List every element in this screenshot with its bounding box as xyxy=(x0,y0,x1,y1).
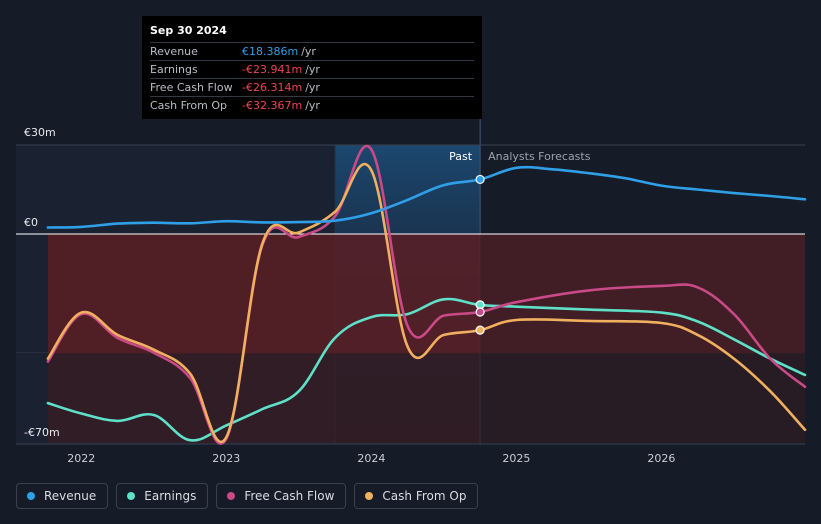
tooltip-value: €18.386m xyxy=(242,45,299,58)
tooltip-unit: /yr xyxy=(305,99,320,112)
tooltip-label: Earnings xyxy=(150,63,198,76)
tooltip-label: Cash From Op xyxy=(150,99,228,112)
legend-item-free-cash-flow[interactable]: Free Cash Flow xyxy=(216,483,347,509)
forecast-tint xyxy=(480,234,805,443)
tooltip-value: -€23.941m xyxy=(242,63,303,76)
legend-item-earnings[interactable]: Earnings xyxy=(116,483,209,509)
tooltip-label: Free Cash Flow xyxy=(150,81,233,94)
y-axis-label-bottom: -€70m xyxy=(24,426,60,439)
negative-area-lower xyxy=(47,352,806,443)
past-label: Past xyxy=(449,150,473,163)
legend-dot-icon xyxy=(127,492,136,500)
tooltip-unit: /yr xyxy=(301,45,316,58)
tooltip-row-free-cash-flow: Free Cash Flow -€26.314m /yr xyxy=(150,78,474,96)
tooltip-label: Revenue xyxy=(150,45,198,58)
y-axis-label-top: €30m xyxy=(24,126,56,139)
marker-revenue xyxy=(475,174,485,185)
legend: Revenue Earnings Free Cash Flow Cash Fro… xyxy=(16,483,479,509)
tooltip-row-revenue: Revenue €18.386m /yr xyxy=(150,42,474,60)
legend-label: Revenue xyxy=(44,489,97,503)
y-axis-label-zero: €0 xyxy=(24,216,38,229)
x-tick-label: 2025 xyxy=(502,452,530,465)
series-line-revenue xyxy=(46,165,807,229)
tooltip: Sep 30 2024 Revenue €18.386m /yr Earning… xyxy=(142,16,482,119)
legend-dot-icon xyxy=(27,492,35,500)
tooltip-row-earnings: Earnings -€23.941m /yr xyxy=(150,60,474,78)
legend-label: Cash From Op xyxy=(382,489,467,503)
legend-dot-icon xyxy=(365,492,374,500)
marker-cash-from-op xyxy=(475,325,485,335)
tooltip-unit: /yr xyxy=(305,63,320,76)
legend-item-revenue[interactable]: Revenue xyxy=(16,483,109,509)
marker-free-cash-flow xyxy=(475,307,485,317)
tooltip-row-cash-from-op: Cash From Op -€32.367m /yr xyxy=(150,96,474,114)
forecast-label: Analysts Forecasts xyxy=(488,150,591,163)
tooltip-value: -€26.314m xyxy=(242,81,303,94)
x-tick-label: 2022 xyxy=(67,452,95,465)
tooltip-unit: /yr xyxy=(305,81,320,94)
tooltip-value: -€32.367m xyxy=(242,99,303,112)
legend-dot-icon xyxy=(227,492,236,500)
legend-item-cash-from-op[interactable]: Cash From Op xyxy=(354,483,479,509)
series-line-cash-from-op xyxy=(46,162,807,443)
series-line-earnings xyxy=(46,297,807,442)
series-line-free-cash-flow xyxy=(46,144,807,445)
x-tick-label: 2026 xyxy=(647,452,675,465)
legend-label: Earnings xyxy=(144,489,197,503)
x-tick-label: 2023 xyxy=(212,452,240,465)
legend-label: Free Cash Flow xyxy=(244,489,335,503)
tooltip-date: Sep 30 2024 xyxy=(150,24,227,37)
x-tick-label: 2024 xyxy=(357,452,385,465)
